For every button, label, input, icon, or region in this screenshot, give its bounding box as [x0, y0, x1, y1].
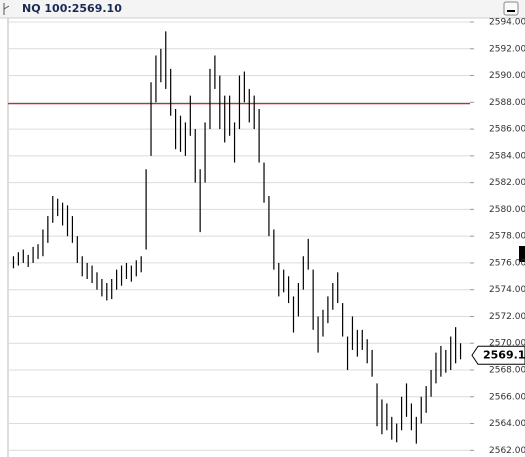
minimize-button[interactable]	[503, 1, 519, 16]
scroll-marker	[519, 246, 525, 262]
y-tick-label: 2590.00	[489, 71, 525, 81]
y-tick-label: 2572.00	[489, 312, 525, 322]
y-tick-label: 2580.00	[489, 205, 525, 215]
last-price-label: 2569.1	[483, 348, 525, 361]
y-tick-label: 2570.00	[489, 339, 525, 349]
header-bar	[0, 0, 525, 18]
y-tick-label: 2566.00	[489, 392, 525, 402]
y-tick-label: 2578.00	[489, 232, 525, 242]
plot-layer: 2562.00 2564.00 2566.00 2568.00 2570.00 2572.…	[8, 18, 525, 456]
y-tick-label: 2576.00	[489, 258, 525, 268]
y-tick-label: 2584.00	[489, 151, 525, 161]
last-price-box	[471, 345, 525, 365]
y-tick-label: 2586.00	[489, 125, 525, 135]
header-icon	[3, 3, 10, 15]
y-tick-label: 2574.00	[489, 285, 525, 295]
chart-title: NQ 100:2569.10	[22, 2, 122, 15]
y-tick-label: 2582.00	[489, 178, 525, 188]
y-tick-label: 2588.00	[489, 98, 525, 108]
y-tick-label: 2568.00	[489, 366, 525, 376]
y-tick-label: 2562.00	[489, 446, 525, 456]
y-tick-label: 2594.00	[489, 18, 525, 28]
y-tick-label: 2564.00	[489, 419, 525, 429]
y-tick-label: 2592.00	[489, 44, 525, 54]
